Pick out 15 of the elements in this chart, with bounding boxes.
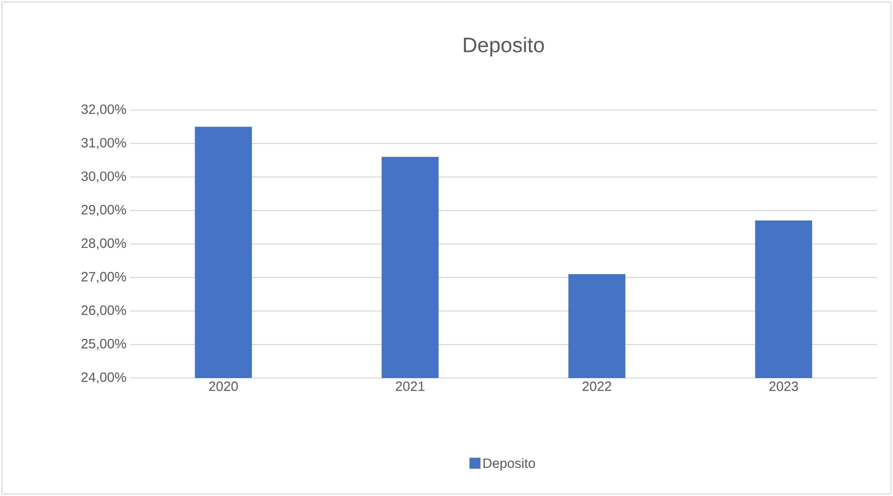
y-tick-label: 31,00% [81,138,126,150]
y-tick-label: 30,00% [81,171,126,183]
y-tick-label: 25,00% [82,338,126,350]
y-tick-label: 26,00% [82,305,126,317]
x-tick-label: 2020 [209,382,238,392]
x-tick-label: 2021 [396,382,424,392]
y-tick-label: 27,00% [82,272,126,284]
y-tick-label: 24,00% [82,372,126,384]
y-tick-label: 32,00% [81,104,126,116]
legend-label: Deposito [484,458,535,471]
y-tick-label: 29,00% [82,204,126,216]
x-tick-label: 2023 [769,382,798,392]
x-tick-label: 2022 [582,382,612,392]
chart-title: Deposito [464,37,544,56]
y-tick-label: 28,00% [82,238,126,250]
